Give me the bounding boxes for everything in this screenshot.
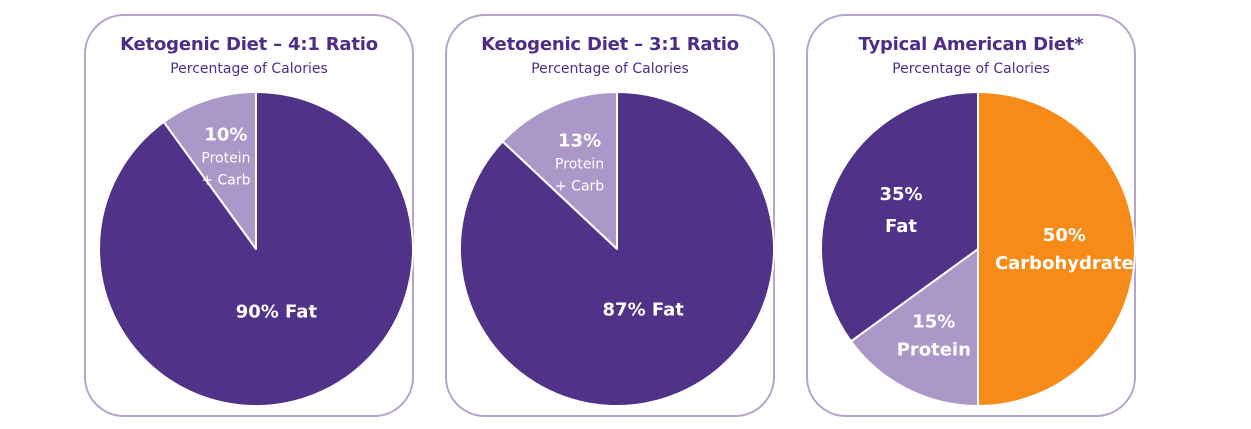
- pie-slice-protein-carb: [162, 91, 257, 250]
- chart-title: Typical American Diet*: [858, 34, 1084, 55]
- slice-label-fat: 35% Fat: [880, 184, 923, 237]
- pie-slice-protein: [849, 248, 979, 407]
- slice-label-line: 35%: [880, 184, 923, 205]
- slice-label-line: 90% Fat: [236, 302, 318, 323]
- slice-label-line: Protein: [201, 150, 250, 166]
- pie-slice-fat: [459, 91, 775, 407]
- pie-slice-fat: [98, 91, 414, 407]
- chart-subtitle: Percentage of Calories: [531, 61, 689, 77]
- american-diet-card: Typical American Diet* Percentage of Cal…: [806, 14, 1136, 417]
- chart-title: Ketogenic Diet – 4:1 Ratio: [120, 34, 378, 55]
- chart-title: Ketogenic Diet – 3:1 Ratio: [481, 34, 739, 55]
- slice-label-line: + Carb: [555, 179, 604, 195]
- slice-label-line: + Carb: [201, 172, 250, 188]
- slice-label-line: Fat: [885, 216, 917, 237]
- slice-label-line: 10%: [204, 124, 247, 145]
- slice-label-protein: 15% Protein: [897, 312, 971, 361]
- keto-4to1-card: Ketogenic Diet – 4:1 Ratio Percentage of…: [84, 14, 414, 417]
- pie-slice-protein-carb: [501, 91, 618, 250]
- slice-label-line: Protein: [555, 157, 604, 173]
- slice-label-fat: 87% Fat: [603, 300, 685, 321]
- chart-subtitle: Percentage of Calories: [170, 61, 328, 77]
- slice-label-line: 50%: [1043, 225, 1086, 246]
- pie-slice-fat: [820, 91, 979, 343]
- slice-label-protein-carb: 10% Protein + Carb: [201, 124, 250, 188]
- slice-label-line: Protein: [897, 340, 971, 361]
- chart-subtitle: Percentage of Calories: [892, 61, 1050, 77]
- slice-label-line: 15%: [912, 312, 955, 333]
- pie-chart: 50% Carbohydrate 15% Protein 35% Fat: [820, 91, 1136, 407]
- pie-slice-carbohydrate: [977, 91, 1136, 407]
- keto-3to1-card: Ketogenic Diet – 3:1 Ratio Percentage of…: [445, 14, 775, 417]
- slice-label-line: 87% Fat: [603, 300, 685, 321]
- slice-label-protein-carb: 13% Protein + Carb: [555, 131, 604, 195]
- pie-chart: 13% Protein + Carb 87% Fat: [459, 91, 775, 407]
- slice-label-fat: 90% Fat: [236, 302, 318, 323]
- slice-label-carbohydrate: 50% Carbohydrate: [995, 225, 1134, 274]
- slice-label-line: Carbohydrate: [995, 253, 1134, 274]
- pie-chart: 10% Protein + Carb 90% Fat: [98, 91, 414, 407]
- slice-label-line: 13%: [558, 131, 601, 152]
